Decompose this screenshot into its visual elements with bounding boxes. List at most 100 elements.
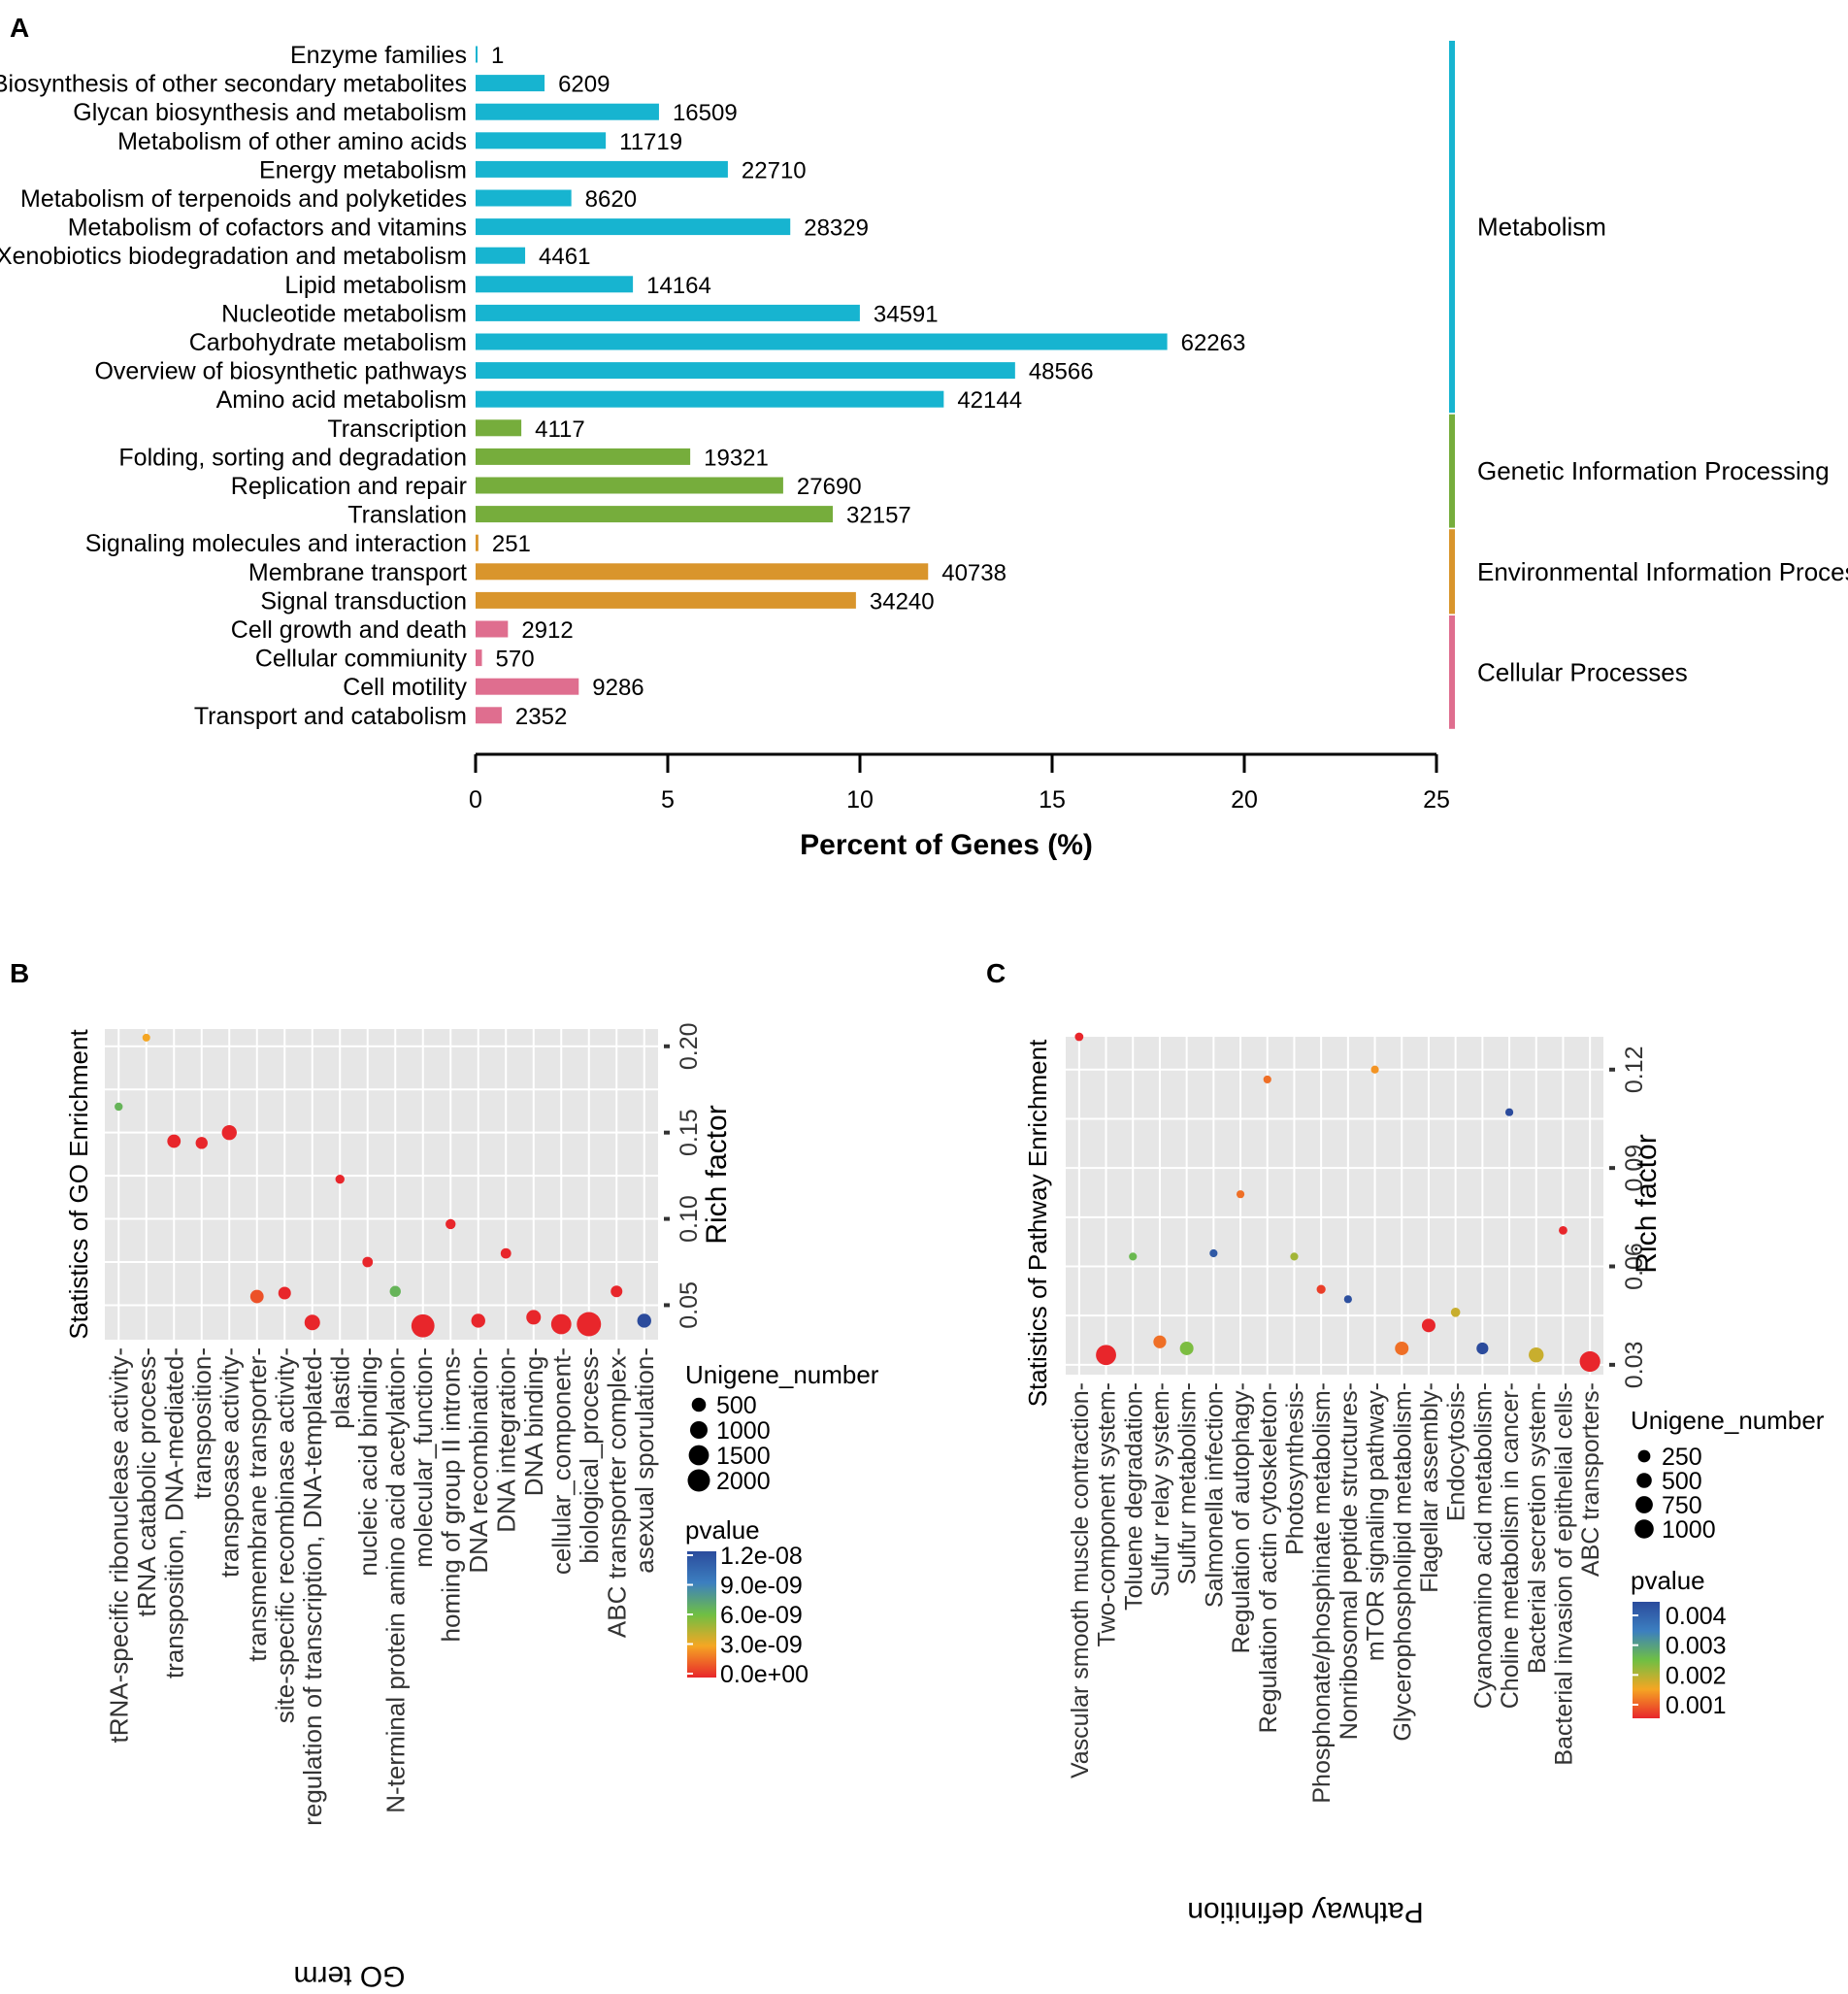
x-tick-label-a: 15 xyxy=(1039,786,1066,814)
enrichment-point xyxy=(446,1218,456,1230)
size-legend-label: 250 xyxy=(1662,1444,1702,1471)
bar-value-label: 22710 xyxy=(742,157,807,183)
bar xyxy=(476,620,509,638)
category-label: ABC transporters- xyxy=(1577,1382,1604,1577)
bar-category-label: Transport and catabolism xyxy=(194,703,467,730)
size-legend-dot xyxy=(687,1469,710,1492)
bar-value-label: 2912 xyxy=(521,617,573,644)
x-tick-label-a: 25 xyxy=(1423,786,1450,814)
color-legend-title-b: pvalue xyxy=(685,1515,760,1545)
bar-category-label: Metabolism of cofactors and vitamins xyxy=(68,215,467,242)
plot-title-b: Statistics of GO Enrichment xyxy=(64,1029,93,1340)
category-label: Phosphonate/phosphinate metabolism- xyxy=(1308,1382,1336,1804)
size-legend-label: 1000 xyxy=(1662,1516,1716,1544)
size-legend-dot xyxy=(1636,1473,1652,1488)
bar-value-label: 2352 xyxy=(515,704,567,730)
category-label: cellular_component- xyxy=(546,1347,576,1575)
bar xyxy=(476,304,860,321)
enrichment-point xyxy=(1096,1345,1116,1366)
enrichment-point xyxy=(115,1102,123,1112)
y-tick-label: 0.03 xyxy=(1621,1342,1648,1389)
bar xyxy=(476,707,502,724)
x-tick-label-a: 5 xyxy=(661,786,675,814)
category-label: mTOR signaling pathway- xyxy=(1363,1382,1390,1661)
size-legend-label: 500 xyxy=(1662,1468,1702,1495)
bar-category-label: Xenobiotics biodegradation and metabolis… xyxy=(0,243,467,270)
group-label: Cellular Processes xyxy=(1477,657,1688,686)
pathway-labels-c: Vascular smooth muscle contraction- Two-c… xyxy=(1067,1382,1604,1804)
category-label: Regulation of actin cytoskeleton- xyxy=(1255,1382,1282,1733)
bar-value-label: 28329 xyxy=(804,216,869,242)
category-label: DNA recombination- xyxy=(464,1347,493,1574)
bar-category-label: Enzyme families xyxy=(290,42,467,69)
scatter-plot-b xyxy=(105,1029,658,1340)
size-legend-dot xyxy=(1635,1496,1653,1513)
color-legend-label: 1.2e-08 xyxy=(720,1543,803,1570)
bar-value-label: 42144 xyxy=(957,387,1022,414)
bar-value-label: 34240 xyxy=(870,588,935,615)
category-label: Sulfur relay system- xyxy=(1147,1382,1174,1597)
enrichment-point xyxy=(526,1310,542,1325)
enrichment-point xyxy=(1476,1342,1489,1355)
bar xyxy=(476,276,634,293)
category-label: site-specific recombinase activity- xyxy=(270,1347,299,1723)
category-label: transposition- xyxy=(187,1347,216,1499)
bar xyxy=(476,477,783,494)
y-tick-label: 0.15 xyxy=(676,1109,703,1156)
bar-value-label: 251 xyxy=(492,531,531,557)
bar-value-label: 32157 xyxy=(846,503,911,529)
x-tick-label-a: 0 xyxy=(469,786,482,814)
x-axis-title-b: GO term xyxy=(293,1960,405,1992)
enrichment-point xyxy=(1209,1248,1218,1258)
color-legend-label: 0.0e+00 xyxy=(720,1661,808,1688)
category-label: Photosynthesis- xyxy=(1281,1382,1308,1555)
panel-label-c: C xyxy=(986,958,1006,988)
enrichment-point xyxy=(1236,1190,1245,1199)
category-label: ABC transporter complex- xyxy=(602,1347,631,1638)
bar xyxy=(476,46,478,63)
category-label: transmembrane transporter- xyxy=(243,1347,272,1662)
x-axis-title-c: Pathway definition xyxy=(1187,1896,1424,1928)
x-tick-label-a: 20 xyxy=(1231,786,1258,814)
panel-label-a: A xyxy=(10,13,29,43)
category-label: Toluene degradation- xyxy=(1120,1382,1147,1611)
bar-value-label: 40738 xyxy=(941,560,1006,586)
category-label: Nonribosomal peptide structures- xyxy=(1336,1382,1363,1740)
enrichment-point xyxy=(1504,1108,1514,1116)
enrichment-point xyxy=(1129,1252,1138,1261)
bar-category-label: Translation xyxy=(347,502,467,529)
category-label: Cyanoamino acid metabolism- xyxy=(1469,1382,1497,1709)
enrichment-point xyxy=(1074,1032,1084,1042)
enrichment-point xyxy=(195,1137,208,1149)
group-bracket xyxy=(1449,41,1455,414)
category-label: biological_process- xyxy=(575,1347,604,1564)
bar-category-label: Signaling molecules and interaction xyxy=(85,530,467,557)
bar-value-label: 570 xyxy=(496,647,535,673)
plot-background-b xyxy=(105,1029,658,1340)
bar-value-label: 1 xyxy=(491,43,504,69)
x-axis-a: 0 5 10 15 20 25 xyxy=(469,752,1450,814)
bar-value-label: 4461 xyxy=(539,244,590,270)
rich-factor-ticks-c: 0.03 0.06 0.09 0.12 xyxy=(1609,1046,1648,1388)
color-legend-label: 6.0e-09 xyxy=(720,1602,803,1629)
bar xyxy=(476,649,482,667)
bar xyxy=(476,362,1015,380)
enrichment-point xyxy=(1421,1318,1436,1333)
category-label: nucleic acid binding- xyxy=(353,1347,382,1577)
bar-value-label: 8620 xyxy=(585,186,637,213)
size-legend-dot xyxy=(1637,1449,1651,1463)
size-legend-dot xyxy=(688,1445,710,1466)
bar xyxy=(476,678,579,695)
size-legend-dot xyxy=(690,1421,708,1439)
enrichment-point xyxy=(1450,1308,1461,1317)
bar xyxy=(476,132,607,150)
category-label: DNA integration- xyxy=(491,1347,520,1533)
bar-category-label: Cell motility xyxy=(343,674,467,701)
category-label: Flagellar assembly- xyxy=(1416,1382,1443,1593)
bar-category-label: Transcription xyxy=(327,415,467,443)
category-label: Bacterial secretion system- xyxy=(1524,1382,1551,1674)
bar-category-label: Amino acid metabolism xyxy=(216,386,467,414)
x-axis-title-a: Percent of Genes (%) xyxy=(800,829,1093,861)
color-legend-title-c: pvalue xyxy=(1631,1566,1705,1595)
group-label: Genetic Information Processing xyxy=(1477,456,1830,485)
